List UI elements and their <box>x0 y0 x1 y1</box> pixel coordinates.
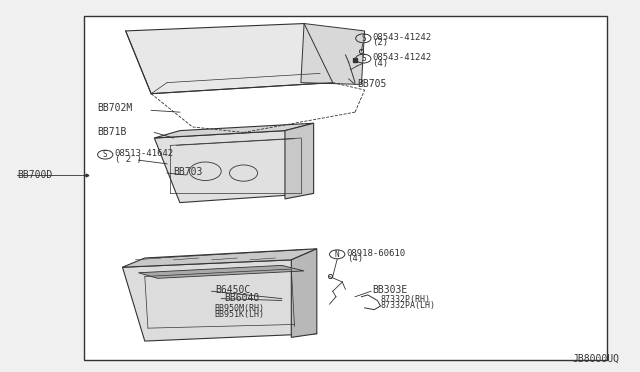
Text: (2): (2) <box>372 38 388 47</box>
Polygon shape <box>122 249 317 267</box>
Text: B6450C: B6450C <box>215 285 250 295</box>
Text: 08543-41242: 08543-41242 <box>372 53 431 62</box>
Polygon shape <box>291 249 317 337</box>
Text: BB705: BB705 <box>357 79 387 89</box>
Text: 08918-60610: 08918-60610 <box>347 249 406 258</box>
Text: BB703: BB703 <box>173 167 203 177</box>
Polygon shape <box>285 123 314 199</box>
Text: BB303E: BB303E <box>372 285 408 295</box>
Text: ( 2 ): ( 2 ) <box>115 155 141 164</box>
Text: BB700D: BB700D <box>17 170 52 180</box>
Text: N: N <box>335 250 339 259</box>
Polygon shape <box>122 260 317 341</box>
Polygon shape <box>154 123 314 138</box>
Text: S: S <box>361 54 365 63</box>
Text: (4): (4) <box>347 254 363 263</box>
Text: 87332P(RH): 87332P(RH) <box>381 295 431 304</box>
Text: (4): (4) <box>372 59 388 68</box>
Text: 08513-41642: 08513-41642 <box>115 150 174 158</box>
Text: S: S <box>103 150 108 159</box>
Text: 87332PA(LH): 87332PA(LH) <box>381 301 436 310</box>
Text: BB6040: BB6040 <box>225 292 260 302</box>
Text: BB950M(RH): BB950M(RH) <box>215 304 265 313</box>
Text: S: S <box>361 34 365 43</box>
Polygon shape <box>301 23 365 84</box>
Polygon shape <box>154 131 314 203</box>
Text: 08543-41242: 08543-41242 <box>372 33 431 42</box>
Text: BB951K(LH): BB951K(LH) <box>215 310 265 319</box>
Polygon shape <box>125 23 333 94</box>
Text: JB8000UQ: JB8000UQ <box>573 353 620 363</box>
Text: BB702M: BB702M <box>97 103 132 113</box>
Polygon shape <box>138 265 304 278</box>
Text: BB71B: BB71B <box>97 127 126 137</box>
FancyBboxPatch shape <box>84 16 607 359</box>
